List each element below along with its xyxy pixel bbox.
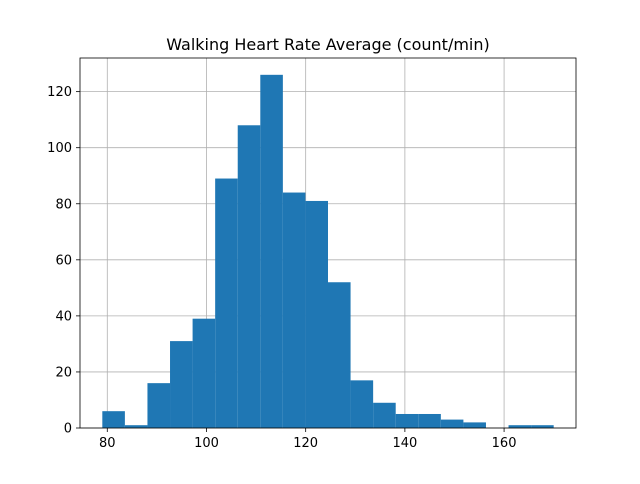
histogram-bar: [102, 411, 125, 428]
histogram-bar: [170, 341, 193, 428]
x-tick-label: 160: [492, 436, 517, 451]
histogram-bar: [328, 282, 351, 428]
y-tick-label: 120: [47, 85, 72, 100]
x-tick-label: 80: [99, 436, 116, 451]
histogram-bar: [531, 425, 554, 428]
chart-title: Walking Heart Rate Average (count/min): [166, 35, 490, 54]
x-tick-label: 120: [293, 436, 318, 451]
histogram-bar: [440, 419, 464, 428]
histogram-bar: [508, 425, 532, 428]
axes: [76, 57, 577, 432]
histogram-bar: [463, 422, 486, 428]
y-tick-label: 60: [55, 253, 72, 268]
histogram-bar: [395, 413, 419, 428]
histogram-bar: [215, 178, 238, 428]
histogram-bar: [124, 425, 148, 428]
histogram-bar: [260, 74, 283, 429]
histogram-bar: [373, 402, 396, 428]
histogram-bar: [418, 413, 441, 428]
histogram-bars: [102, 74, 554, 429]
histogram-bar: [305, 200, 328, 428]
histogram-bar: [237, 125, 261, 428]
plot-frame: [79, 57, 577, 429]
histogram-bar: [350, 380, 374, 428]
x-tick-label: 140: [392, 436, 417, 451]
y-tick-label: 20: [55, 365, 72, 380]
histogram-bar: [147, 383, 171, 428]
x-tick-label: 100: [194, 436, 219, 451]
y-tick-label: 0: [64, 422, 72, 437]
y-tick-label: 40: [55, 309, 72, 324]
histogram-bar: [192, 318, 216, 428]
tick-labels: 80 100 120 140 160 0 20 40 60 80 100 120: [47, 85, 516, 451]
y-tick-label: 100: [47, 141, 72, 156]
histogram-bar: [282, 192, 306, 428]
y-tick-label: 80: [55, 197, 72, 212]
